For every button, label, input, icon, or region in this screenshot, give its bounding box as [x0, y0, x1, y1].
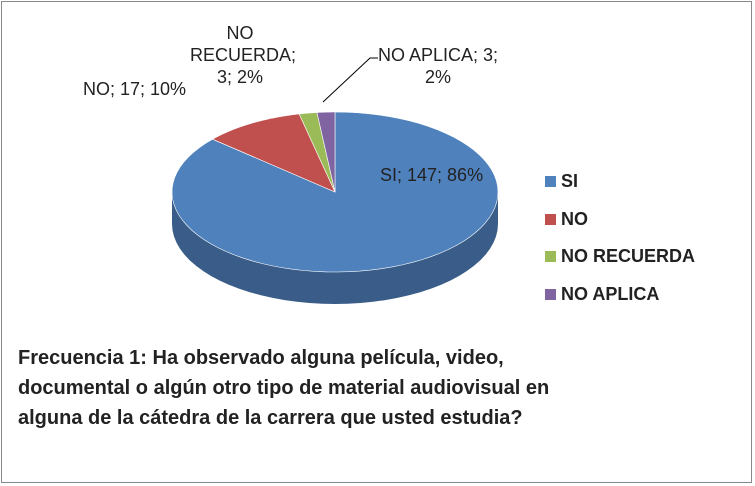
slice [316, 111, 336, 193]
slice [298, 112, 336, 193]
data-label: NO RECUERDA; 3; 2% [190, 23, 297, 87]
legend-swatch [545, 176, 556, 187]
legend-label: NO APLICA [561, 283, 660, 304]
data-label: NO APLICA; 3; 2% [377, 45, 499, 87]
chart-title: Frecuencia 1: Ha observado alguna pelícu… [18, 347, 550, 429]
data-label: NO; 17; 10% [83, 79, 187, 99]
legend-label: SI [561, 171, 579, 191]
legend-swatch [545, 213, 556, 225]
legend-swatch [545, 251, 556, 262]
slice [211, 113, 336, 193]
legend-label: NO RECUERDA [561, 246, 696, 266]
leader-line [322, 57, 378, 103]
legend-label: NO [561, 208, 588, 229]
data-label: SI; 147; 86% [380, 165, 484, 185]
slice-side [172, 192, 498, 304]
legend-swatch [545, 288, 556, 300]
